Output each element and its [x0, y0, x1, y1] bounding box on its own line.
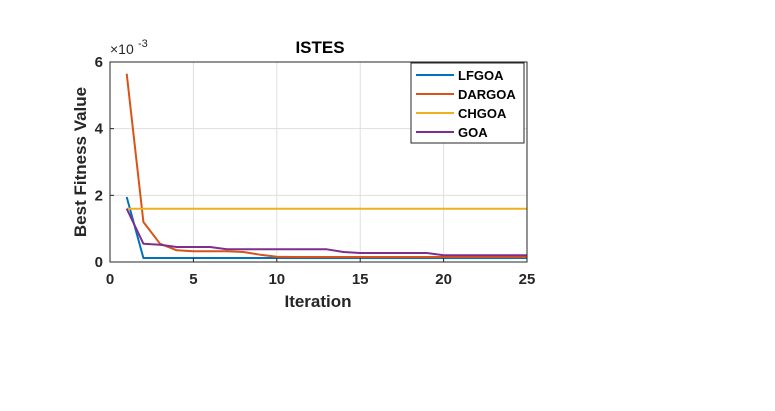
- chart-title: ISTES: [295, 38, 344, 57]
- x-tick-label: 5: [189, 271, 197, 288]
- y-exponent-power: -3: [138, 38, 148, 50]
- axis-ticks: 0 5 10 15 20 25 0 2 4 6: [95, 54, 536, 288]
- y-exponent-base: ×10: [110, 41, 134, 57]
- x-tick-label: 15: [352, 271, 369, 288]
- y-tick-label: 0: [95, 254, 103, 271]
- legend-box: [410, 62, 525, 144]
- legend-item-chgoa: CHGOA: [416, 106, 507, 121]
- y-axis-label: Best Fitness Value: [71, 87, 90, 237]
- y-tick-label: 4: [95, 121, 104, 138]
- plot-area-frame: [109, 61, 528, 263]
- x-tick-label: 0: [106, 271, 114, 288]
- x-tick-label: 25: [519, 271, 536, 288]
- legend: LFGOA DARGOA CHGOA GOA: [410, 62, 525, 144]
- x-axis-label: Iteration: [284, 292, 351, 311]
- y-tick-label: 6: [95, 54, 103, 71]
- legend-item-lfgoa: LFGOA: [416, 68, 504, 83]
- legend-label: CHGOA: [458, 106, 507, 121]
- series-line-goa: [125, 208, 527, 257]
- legend-label: LFGOA: [458, 68, 504, 83]
- y-axis-exponent: ×10 -3: [110, 38, 148, 57]
- legend-item-dargoa: DARGOA: [416, 87, 516, 102]
- legend-label: GOA: [458, 125, 488, 140]
- legend-label: DARGOA: [458, 87, 516, 102]
- legend-item-goa: GOA: [416, 125, 488, 140]
- x-tick-label: 20: [435, 271, 452, 288]
- y-tick-label: 2: [95, 187, 103, 204]
- x-tick-label: 10: [268, 271, 285, 288]
- series-line-dargoa: [125, 73, 527, 258]
